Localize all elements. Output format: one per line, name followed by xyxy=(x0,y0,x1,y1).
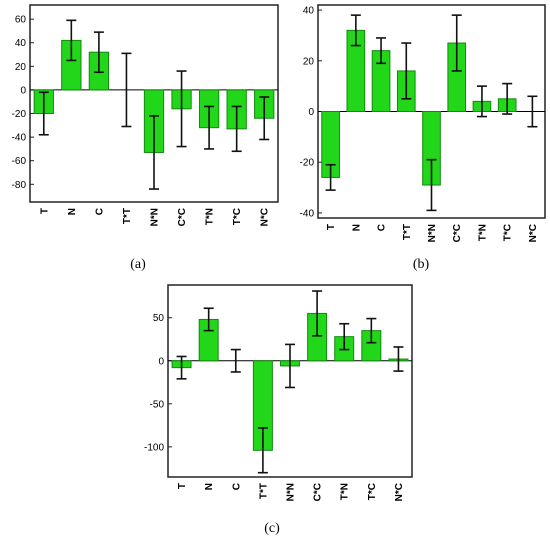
category-label-b-5: C*C xyxy=(452,224,463,242)
y-tick-label-b: 20 xyxy=(303,56,315,67)
category-label-b-4: N*N xyxy=(427,224,438,242)
y-tick-label-a: -80 xyxy=(12,180,27,191)
category-label-a-2: C xyxy=(94,208,105,215)
category-label-a-8: N*C xyxy=(260,208,271,226)
y-tick-label-b: 40 xyxy=(303,6,315,17)
category-label-c-8: N*C xyxy=(394,483,405,501)
y-tick-label-a: -60 xyxy=(12,156,27,167)
category-label-c-3: T*T xyxy=(258,483,269,499)
category-label-b-1: N xyxy=(351,224,362,231)
category-label-b-3: T*T xyxy=(402,224,413,240)
category-label-a-5: C*C xyxy=(177,208,188,226)
y-tick-label-c: 50 xyxy=(153,313,165,324)
y-tick-label-c: -100 xyxy=(144,442,164,453)
chart-b: 40 20 0 -20 -40 T N C T*T N*N C*C T*N T*C N*C xyxy=(300,4,546,242)
category-label-a-0: T xyxy=(39,208,50,214)
category-label-c-7: T*C xyxy=(367,483,378,500)
category-label-a-3: T*T xyxy=(122,208,133,224)
chart-c: 50 0 -50 -100 T N C T*T N*N C*C T*N T*C N*C xyxy=(144,284,413,501)
category-label-c-6: T*N xyxy=(340,483,351,500)
panel-label-b: (b) xyxy=(413,257,430,272)
category-label-b-6: T*N xyxy=(477,224,488,241)
category-label-c-4: N*N xyxy=(286,483,297,501)
category-label-b-8: N*C xyxy=(528,224,539,242)
y-tick-label-b: 0 xyxy=(308,107,314,118)
category-label-a-7: T*C xyxy=(232,208,243,225)
panel-label-a: (a) xyxy=(130,257,146,272)
y-tick-label-b: -20 xyxy=(300,158,315,169)
category-label-a-4: N*N xyxy=(150,208,161,226)
y-tick-label-c: -50 xyxy=(150,399,165,410)
y-tick-label-a: -40 xyxy=(12,133,27,144)
plot-frame-c xyxy=(167,284,413,478)
y-tick-label-a: 20 xyxy=(15,62,27,73)
y-tick-label-a: 0 xyxy=(20,85,26,96)
category-label-c-2: C xyxy=(231,483,242,490)
category-label-c-0: T xyxy=(177,483,188,489)
y-tick-label-a: 40 xyxy=(15,38,27,49)
category-label-c-5: C*C xyxy=(313,483,324,501)
category-label-a-6: T*N xyxy=(205,208,216,225)
panel-label-c: (c) xyxy=(264,521,280,536)
category-label-b-0: T xyxy=(326,224,337,230)
y-tick-label-a: -20 xyxy=(12,109,27,120)
y-tick-label-a: 60 xyxy=(15,15,27,26)
category-label-a-1: N xyxy=(67,208,78,215)
y-tick-label-b: -40 xyxy=(300,208,315,219)
category-label-b-2: C xyxy=(377,224,388,231)
chart-a: 60 40 20 0 -20 -40 -60 -80 T N C T*T N*N C*C T*N T*C N*C xyxy=(12,4,279,226)
y-tick-label-c: 0 xyxy=(158,356,164,367)
category-label-c-1: N xyxy=(204,483,215,490)
plot-frame-a xyxy=(29,4,279,203)
category-label-b-7: T*C xyxy=(503,224,514,241)
